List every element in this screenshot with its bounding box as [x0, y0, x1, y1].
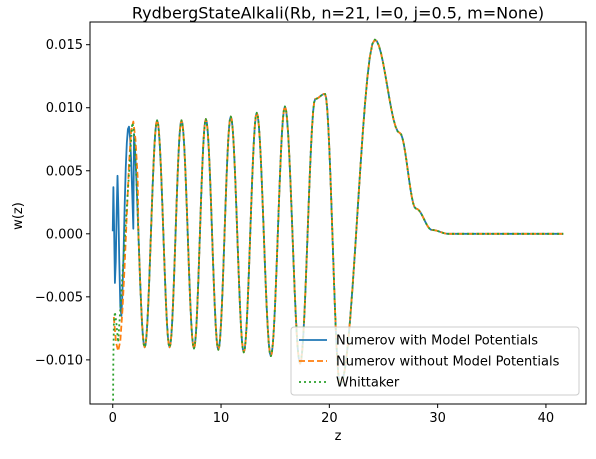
legend: Numerov with Model Potentials Numerov wit… [290, 326, 580, 396]
x-tick-label: 40 [538, 411, 555, 426]
chart-title: RydbergStateAlkali(Rb, n=21, l=0, j=0.5,… [132, 4, 544, 23]
series-layer [111, 38, 564, 404]
x-tick-label: 0 [109, 411, 117, 426]
series-line-3 [112, 38, 564, 404]
plot-frame [89, 21, 587, 405]
y-tick-label: −0.005 [35, 290, 83, 305]
legend-label-2: Numerov without Model Potentials [336, 355, 560, 370]
x-axis: 0 10 20 30 40 [109, 404, 555, 426]
legend-label-1: Numerov with Model Potentials [336, 334, 538, 349]
legend-box [290, 326, 580, 396]
legend-label-3: Whittaker [336, 376, 400, 391]
y-tick-label: 0.010 [46, 101, 83, 116]
x-axis-label: z [335, 429, 342, 444]
y-tick-label: 0.015 [46, 38, 83, 53]
y-tick-label: 0.000 [46, 227, 83, 242]
y-axis: −0.010 −0.005 0.000 0.005 0.010 0.015 [35, 38, 90, 368]
y-tick-label: −0.010 [35, 353, 83, 368]
y-axis-label: w(z) [11, 202, 26, 230]
x-tick-label: 20 [321, 411, 338, 426]
x-tick-label: 30 [429, 411, 446, 426]
x-tick-label: 10 [213, 411, 230, 426]
y-tick-label: 0.005 [46, 164, 83, 179]
